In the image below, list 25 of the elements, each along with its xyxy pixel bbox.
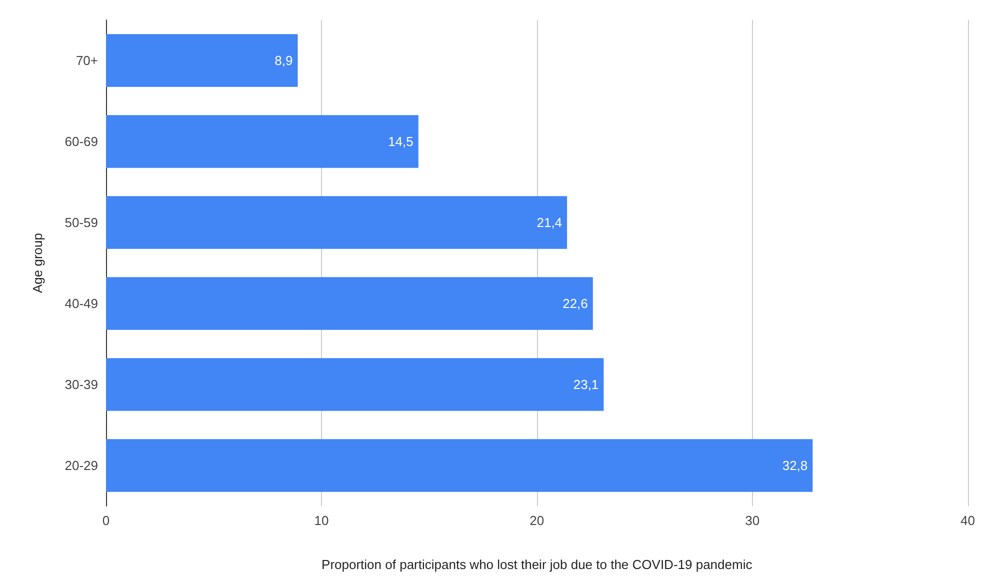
y-tick-label: 70+ [76, 53, 98, 68]
bar [106, 358, 604, 411]
x-tick-label: 40 [960, 513, 976, 528]
bar [106, 115, 418, 168]
data-label: 22,6 [562, 296, 588, 311]
x-tick-label: 20 [530, 513, 544, 528]
x-tick-label: 30 [745, 513, 760, 528]
bar [106, 196, 568, 249]
x-tick-label: 0 [102, 513, 110, 528]
data-label: 23,1 [573, 377, 599, 392]
y-tick-label: 40-49 [64, 296, 98, 311]
y-tick-label: 30-39 [64, 377, 98, 392]
bar [106, 439, 813, 492]
data-label: 32,8 [782, 458, 808, 473]
y-tick-label: 60-69 [64, 134, 98, 149]
data-label: 14,5 [388, 134, 414, 149]
x-axis-title: Proportion of participants who lost their job due to the COVID-19 pandemic [322, 557, 753, 572]
data-label: 21,4 [536, 215, 562, 230]
y-axis-title: Age group [30, 233, 45, 293]
y-tick-label: 20-29 [64, 458, 98, 473]
y-tick-label: 50-59 [64, 215, 98, 230]
data-label: 8,9 [274, 53, 293, 68]
x-tick-label: 10 [314, 513, 329, 528]
bar [106, 277, 593, 330]
bar [106, 34, 298, 87]
